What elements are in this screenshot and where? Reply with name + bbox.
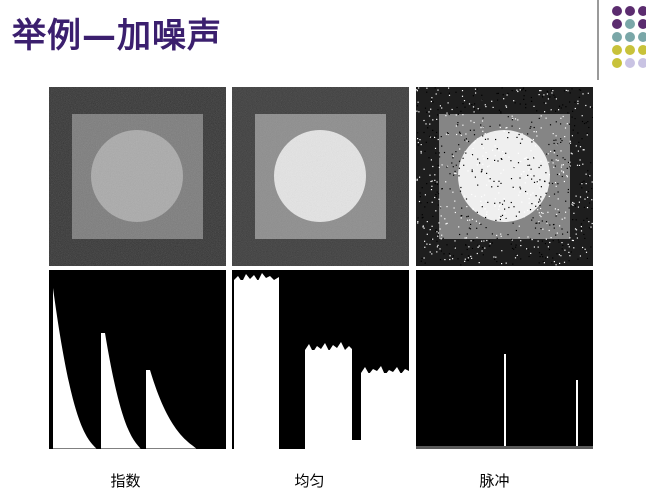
dot-lavender: [625, 58, 635, 68]
caption-exponential: 指数: [110, 472, 141, 490]
histogram-impulse: [416, 270, 593, 449]
noisy-image-impulse: [416, 87, 593, 266]
dot-teal: [638, 32, 646, 42]
slide-title: 举例—加噪声: [12, 16, 222, 56]
dot-purple: [625, 6, 635, 16]
title-divider: [597, 0, 599, 80]
histogram-uniform: [232, 270, 409, 449]
caption-impulse: 脉冲: [479, 472, 510, 490]
dot-purple: [612, 6, 622, 16]
dot-teal: [612, 32, 622, 42]
dot-olive: [625, 45, 635, 55]
dot-olive: [612, 58, 622, 68]
caption-uniform: 均匀: [294, 472, 325, 490]
dot-olive: [638, 45, 646, 55]
histogram-exponential: [49, 270, 226, 449]
noisy-image-exponential: [49, 87, 226, 266]
dot-teal: [625, 32, 635, 42]
decorative-dots: [610, 4, 646, 94]
dot-olive: [612, 45, 622, 55]
dot-purple: [638, 19, 646, 29]
noisy-image-uniform: [232, 87, 409, 266]
dot-teal: [625, 19, 635, 29]
dot-purple: [638, 6, 646, 16]
dot-lavender: [638, 58, 646, 68]
dot-purple: [612, 19, 622, 29]
